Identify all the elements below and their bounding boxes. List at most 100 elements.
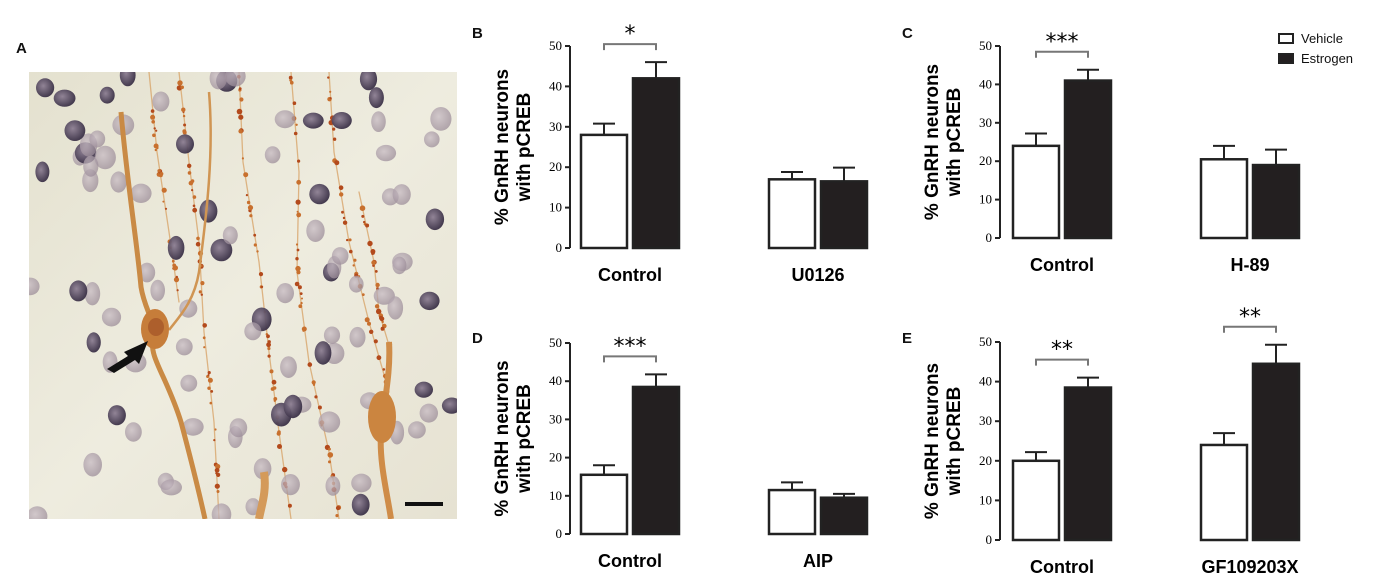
varicosity — [342, 220, 348, 225]
cell-nucleus — [209, 72, 227, 90]
y-tick-label: 40 — [549, 373, 562, 388]
bar-vehicle-control — [1011, 144, 1061, 240]
panel-label-a: A — [16, 40, 27, 57]
cell-nucleus — [152, 91, 170, 112]
varicosity — [192, 207, 198, 213]
cell-nucleus — [64, 120, 86, 141]
cell-nucleus — [351, 473, 372, 493]
varicosity — [198, 290, 202, 294]
varicosity — [207, 377, 213, 383]
varicosity — [153, 127, 156, 130]
cell-nucleus — [419, 291, 440, 311]
varicosity — [301, 297, 303, 300]
micrograph-drawing — [29, 72, 457, 519]
varicosity — [329, 90, 332, 93]
varicosity — [182, 114, 186, 118]
varicosity — [209, 401, 213, 405]
varicosity — [207, 386, 211, 390]
varicosity — [176, 289, 179, 292]
varicosity — [381, 320, 384, 324]
varicosity — [277, 444, 282, 449]
y-tick-label: 10 — [549, 488, 562, 503]
y-axis-label: with pCREB — [944, 88, 965, 198]
varicosity — [180, 85, 184, 90]
cell-nucleus — [35, 161, 50, 183]
varicosity — [191, 189, 194, 192]
varicosity — [363, 220, 366, 224]
varicosity — [296, 179, 302, 185]
y-tick-label: 30 — [549, 411, 562, 426]
varicosity — [239, 97, 244, 102]
significance-bracket — [1223, 325, 1277, 333]
varicosity — [177, 80, 183, 86]
varicosity — [311, 380, 316, 385]
varicosity — [214, 467, 220, 473]
varicosity — [379, 315, 383, 320]
category-label: Control — [1030, 557, 1094, 577]
chart-panel-b: 0 10 20 30 40 50 % GnRH neurons with pCREB Contr… — [492, 22, 869, 285]
varicosity — [173, 277, 180, 283]
cell-nucleus — [167, 235, 185, 260]
cell-nucleus — [274, 110, 296, 129]
varicosity — [302, 329, 305, 332]
y-tick-label: 30 — [549, 119, 562, 134]
cell-nucleus — [331, 112, 352, 129]
cell-nucleus — [69, 280, 88, 302]
bar-estrogen-control — [631, 385, 681, 536]
y-axis-label: with pCREB — [944, 387, 965, 497]
cell-nucleus — [375, 144, 397, 162]
varicosity — [332, 127, 336, 131]
varicosity — [361, 293, 365, 296]
varicosity — [150, 109, 155, 113]
varicosity — [380, 326, 385, 331]
bar-vehicle-h-89 — [1199, 158, 1249, 240]
varicosity — [241, 157, 244, 160]
varicosity — [246, 200, 251, 205]
y-tick-label: 20 — [549, 450, 562, 465]
varicosity — [370, 249, 376, 254]
y-tick-label: 50 — [979, 334, 992, 349]
y-tick-label: 40 — [979, 76, 992, 91]
cell-nucleus — [210, 238, 233, 262]
varicosity — [256, 250, 259, 253]
cell-nucleus — [368, 87, 384, 109]
varicosity — [342, 216, 346, 220]
varicosity — [159, 172, 164, 176]
significance-label: *** — [614, 334, 647, 359]
bar-estrogen-control — [631, 77, 681, 250]
varicosity — [296, 212, 302, 218]
panel-label-d: D — [472, 330, 483, 347]
cell-nucleus — [176, 134, 194, 154]
y-tick-label: 40 — [979, 374, 992, 389]
cell-nucleus — [359, 72, 378, 91]
varicosity — [375, 282, 380, 288]
varicosity — [328, 447, 331, 451]
varicosity — [374, 270, 378, 273]
varicosity — [192, 195, 197, 199]
varicosity — [187, 163, 192, 168]
category-label: GF109203X — [1201, 557, 1298, 577]
varicosity — [297, 159, 301, 163]
y-tick-label: 10 — [979, 192, 992, 207]
varicosity — [307, 362, 313, 367]
varicosity — [293, 131, 298, 136]
cell-nucleus — [107, 405, 126, 426]
cell-nucleus — [182, 418, 204, 436]
varicosity — [312, 383, 316, 386]
varicosity — [376, 355, 382, 361]
varicosity — [215, 463, 221, 470]
chart-panel-e: 0 10 20 30 40 50 % GnRH neurons with pCREB Contr… — [922, 305, 1301, 577]
cell-nucleus — [99, 86, 115, 104]
micrograph-image — [29, 72, 457, 519]
varicosity — [171, 259, 175, 263]
cell-nucleus — [387, 296, 404, 320]
varicosity — [200, 265, 203, 267]
cell-nucleus — [180, 374, 198, 392]
varicosity — [161, 187, 167, 193]
varicosity — [299, 292, 303, 295]
cell-nucleus — [125, 422, 142, 442]
varicosity — [332, 137, 337, 141]
varicosity — [253, 233, 257, 237]
cell-nucleus — [302, 112, 324, 129]
cell-nucleus — [408, 421, 426, 439]
